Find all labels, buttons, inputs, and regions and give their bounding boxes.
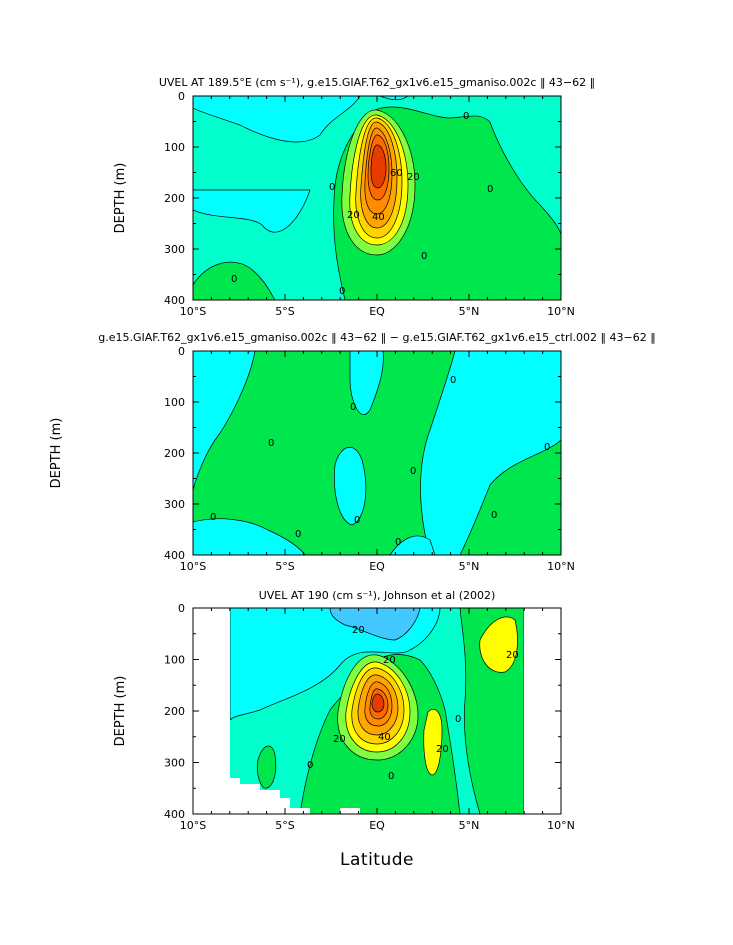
x-tick-label: 5°N	[459, 819, 480, 832]
p3-red-core	[371, 693, 385, 713]
p2-clabel: 0	[268, 438, 274, 449]
x-tick-label: 5°S	[275, 305, 294, 318]
y-tick-label: 100	[164, 141, 185, 154]
p3-clabel: 40	[378, 732, 391, 743]
panel-3: UVEL AT 190 (cm s⁻¹), Johnson et al (200…	[113, 589, 575, 870]
x-tick-label: 10°N	[547, 560, 575, 573]
x-tick-label: EQ	[369, 560, 385, 573]
x-tick-label: 5°N	[459, 305, 480, 318]
panel-2-axes: 10°S 5°S EQ 5°N 10°N 0 100 200 300 400	[164, 345, 575, 573]
p3-clabel: 0	[455, 714, 461, 725]
p3-clabel: 20	[352, 625, 365, 636]
y-tick-label: 400	[164, 549, 185, 562]
p3-nodata-w	[193, 608, 310, 814]
y-tick-label: 200	[164, 192, 185, 205]
p2-clabel: 0	[491, 510, 497, 521]
panel-3-field	[193, 608, 561, 814]
x-tick-label: 10°N	[547, 305, 575, 318]
p3-blue-top	[329, 608, 421, 641]
p1-clabel: 0	[463, 111, 469, 122]
p2-clabel: 0	[295, 529, 301, 540]
panel-2-title: g.e15.GIAF.T62_gx1v6.e15_gmaniso.002c ‖ …	[98, 331, 655, 344]
x-tick-label: 5°S	[275, 819, 294, 832]
p3-yellow-e	[479, 616, 518, 673]
p1-clabel: 0	[231, 274, 237, 285]
y-tick-label: 400	[164, 808, 185, 821]
panel-2-field	[193, 351, 561, 555]
p1-clabel: 40	[372, 212, 385, 223]
p2-cyan-mid	[334, 447, 367, 526]
panel-3-ylabel: DEPTH (m)	[113, 676, 128, 747]
panel-2: g.e15.GIAF.T62_gx1v6.e15_gmaniso.002c ‖ …	[49, 331, 656, 573]
p2-clabel: 0	[395, 537, 401, 548]
p1-clabel: 0	[421, 251, 427, 262]
y-tick-label: 0	[178, 345, 185, 358]
x-tick-label: 5°N	[459, 560, 480, 573]
panel-3-title: UVEL AT 190 (cm s⁻¹), Johnson et al (200…	[259, 589, 496, 602]
p1-clabel: 60	[390, 168, 403, 179]
y-tick-label: 0	[178, 602, 185, 615]
p3-yellow-s	[423, 708, 443, 776]
p2-cyan-topmid	[349, 351, 384, 415]
panel-1-title: UVEL AT 189.5°E (cm s⁻¹), g.e15.GIAF.T62…	[159, 76, 595, 89]
p2-clabel: 0	[210, 512, 216, 523]
p3-green-w	[256, 745, 277, 789]
p2-clabel: 0	[354, 515, 360, 526]
p3-clabel: 0	[307, 760, 313, 771]
x-tick-label: 10°N	[547, 819, 575, 832]
p2-cyan-w	[193, 351, 256, 491]
x-tick-label: EQ	[369, 305, 385, 318]
p3-nodata-e	[524, 608, 561, 814]
p1-cyan-sw	[193, 189, 311, 233]
x-tick-label: EQ	[369, 819, 385, 832]
p3-clabel: 20	[383, 655, 396, 666]
p2-clabel: 0	[544, 442, 550, 453]
y-tick-label: 300	[164, 498, 185, 511]
y-tick-label: 100	[164, 654, 185, 667]
x-axis-label: Latitude	[340, 850, 414, 870]
p3-clabel: 0	[388, 771, 394, 782]
p2-clabel: 0	[350, 402, 356, 413]
p1-clabel: 20	[407, 172, 420, 183]
panel-1: UVEL AT 189.5°E (cm s⁻¹), g.e15.GIAF.T62…	[113, 76, 595, 318]
p3-nodata-s	[340, 808, 360, 814]
p2-cyan-s	[389, 535, 436, 555]
p1-cyan-nw	[193, 96, 361, 143]
y-tick-label: 100	[164, 396, 185, 409]
p1-green-sw	[193, 261, 276, 300]
x-tick-label: 10°S	[180, 305, 206, 318]
x-tick-label: 10°S	[180, 560, 206, 573]
x-tick-label: 5°S	[275, 560, 294, 573]
p1-clabel: 0	[329, 182, 335, 193]
x-tick-label: 10°S	[180, 819, 206, 832]
p2-cyan-sw	[193, 518, 306, 555]
y-tick-label: 200	[164, 447, 185, 460]
p2-cyan-e	[420, 351, 561, 555]
y-tick-label: 300	[164, 243, 185, 256]
panel-2-ylabel: DEPTH (m)	[49, 418, 64, 489]
p2-clabel: 0	[450, 375, 456, 386]
p1-clabel: 0	[487, 184, 493, 195]
p3-clabel: 20	[506, 650, 519, 661]
p2-clabel: 0	[410, 466, 416, 477]
p1-clabel: 0	[339, 286, 345, 297]
panel-1-ylabel: DEPTH (m)	[113, 163, 128, 234]
panel-1-field	[193, 96, 561, 300]
y-tick-label: 400	[164, 294, 185, 307]
y-tick-label: 0	[178, 90, 185, 103]
y-tick-label: 300	[164, 757, 185, 770]
p1-red-core	[370, 144, 387, 189]
p3-clabel: 20	[333, 734, 346, 745]
p1-clabel: 20	[347, 210, 360, 221]
p3-clabel: 20	[436, 744, 449, 755]
y-tick-label: 200	[164, 705, 185, 718]
